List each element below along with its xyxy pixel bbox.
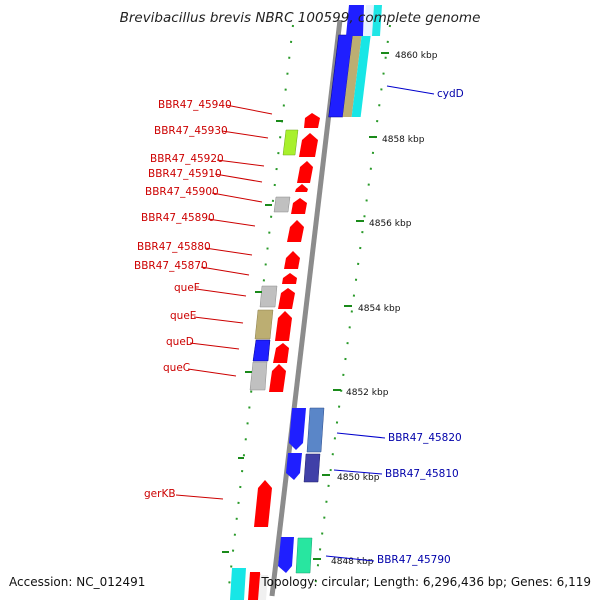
leader-line <box>187 368 237 377</box>
accession-text: Accession: NC_012491 <box>9 575 145 589</box>
gene-label-BBR47_45870: BBR47_45870 <box>134 260 208 272</box>
scale-tick-label: 4858 kbp <box>382 135 425 145</box>
gene-arrow-BBR47_45930 <box>299 133 318 157</box>
leader-line <box>225 104 273 115</box>
gene-label-BBR47_45900: BBR47_45900 <box>145 186 219 198</box>
leader-line <box>207 218 256 227</box>
left-minor-ticks <box>222 120 283 553</box>
gene-label-BBR47_45790: BBR47_45790 <box>377 554 451 566</box>
leader-line <box>325 555 375 562</box>
right-gene-labels: cydD BBR47_45820 BBR47_45810 BBR47_45790 <box>325 85 464 566</box>
scale-tick-label: 4848 kbp <box>331 557 374 567</box>
feature-top-blue-block <box>346 5 364 36</box>
gene-box-queD <box>252 339 271 362</box>
map-title: Brevibacillus brevis NBRC 100599, comple… <box>120 10 481 26</box>
feature-bottom-white-block <box>258 575 268 600</box>
gene-arrow-BBR47_45870 <box>282 273 297 284</box>
gene-label-BBR47_45880: BBR47_45880 <box>137 241 211 253</box>
feature-khaki-bar <box>342 35 362 117</box>
leader-line <box>211 192 263 203</box>
gene-arrow-BBR47_45880 <box>284 251 300 269</box>
gene-arrow-queE <box>275 311 292 341</box>
gene-box-BBR47_45810 <box>303 453 321 483</box>
gene-box-BBR47_45790 <box>295 537 313 574</box>
feature-top-cyan-block <box>372 5 382 36</box>
leader-line <box>333 469 383 475</box>
gene-label-queF: queF <box>174 282 200 294</box>
gene-arrow-gerKB <box>254 480 272 527</box>
gene-arrow-BBR47_45890 <box>287 220 304 242</box>
scale-tick-label: 4854 kbp <box>358 304 401 314</box>
leader-line <box>336 432 386 439</box>
leader-line <box>195 288 247 297</box>
gene-arrow-BBR47_45820 <box>289 408 306 450</box>
gene-label-BBR47_45810: BBR47_45810 <box>385 468 459 480</box>
leader-line <box>193 316 244 324</box>
scale-tick-label: 4856 kbp <box>369 219 412 229</box>
feature-top-white-block <box>363 5 374 36</box>
leader-line <box>216 159 265 167</box>
leader-line <box>221 130 269 139</box>
gene-arrow-queC <box>269 364 286 392</box>
gene-box-BBR47_45900 <box>273 196 291 213</box>
gene-label-gerKB: gerKB <box>144 488 176 500</box>
left-gene-features <box>249 113 320 527</box>
gene-arrow-BBR47_45900 <box>291 198 307 214</box>
gene-arrow-BBR47_45810 <box>286 453 302 480</box>
leader-line <box>386 85 435 95</box>
leader-line <box>204 247 253 256</box>
leader-line <box>175 494 224 500</box>
gene-label-BBR47_45910: BBR47_45910 <box>148 168 222 180</box>
left-gene-labels: BBR47_45940 BBR47_45930 BBR47_45920 BBR4… <box>134 99 273 500</box>
gene-arrow-BBR47_45910 <box>295 184 308 192</box>
gene-label-queE: queE <box>170 310 196 322</box>
feature-bottom-red-block <box>248 572 262 600</box>
gene-arrow-queF <box>278 288 295 309</box>
gene-label-BBR47_45820: BBR47_45820 <box>388 432 462 444</box>
gene-box-queC <box>249 361 268 391</box>
gene-label-cydD: cydD <box>437 88 464 100</box>
leader-line <box>200 266 250 276</box>
gene-box-queE <box>254 309 274 340</box>
gene-label-BBR47_45920: BBR47_45920 <box>150 153 224 165</box>
leader-line <box>214 173 263 183</box>
gene-box-BBR47_45930 <box>282 129 299 156</box>
feature-bottom-cyan-block <box>230 568 246 600</box>
gene-label-queD: queD <box>166 336 194 348</box>
gene-arrow-queD <box>273 343 289 363</box>
scale-tick-label: 4860 kbp <box>395 51 438 61</box>
scale-tick-label: 4852 kbp <box>346 388 389 398</box>
gene-label-BBR47_45930: BBR47_45930 <box>154 125 228 137</box>
leader-line <box>189 342 240 350</box>
right-gene-features <box>278 407 325 574</box>
scale-ticks: 4860 kbp 4858 kbp 4856 kbp 4854 kbp 4852… <box>313 51 438 567</box>
gene-box-queF <box>259 285 278 308</box>
scale-tick-label: 4850 kbp <box>337 473 380 483</box>
gene-label-queC: queC <box>163 362 190 374</box>
topology-text: Topology: circular; Length: 6,296,436 bp… <box>260 575 591 589</box>
gene-arrow-BBR47_45940 <box>304 113 320 128</box>
feature-group-cydD <box>328 34 371 118</box>
gene-label-BBR47_45940: BBR47_45940 <box>158 99 232 111</box>
gene-arrow-BBR47_45920 <box>297 161 313 183</box>
feature-cyan-bar <box>351 35 371 117</box>
gene-box-BBR47_45820 <box>306 407 325 453</box>
gene-arrow-BBR47_45790 <box>278 537 294 573</box>
gene-label-BBR47_45890: BBR47_45890 <box>141 212 215 224</box>
